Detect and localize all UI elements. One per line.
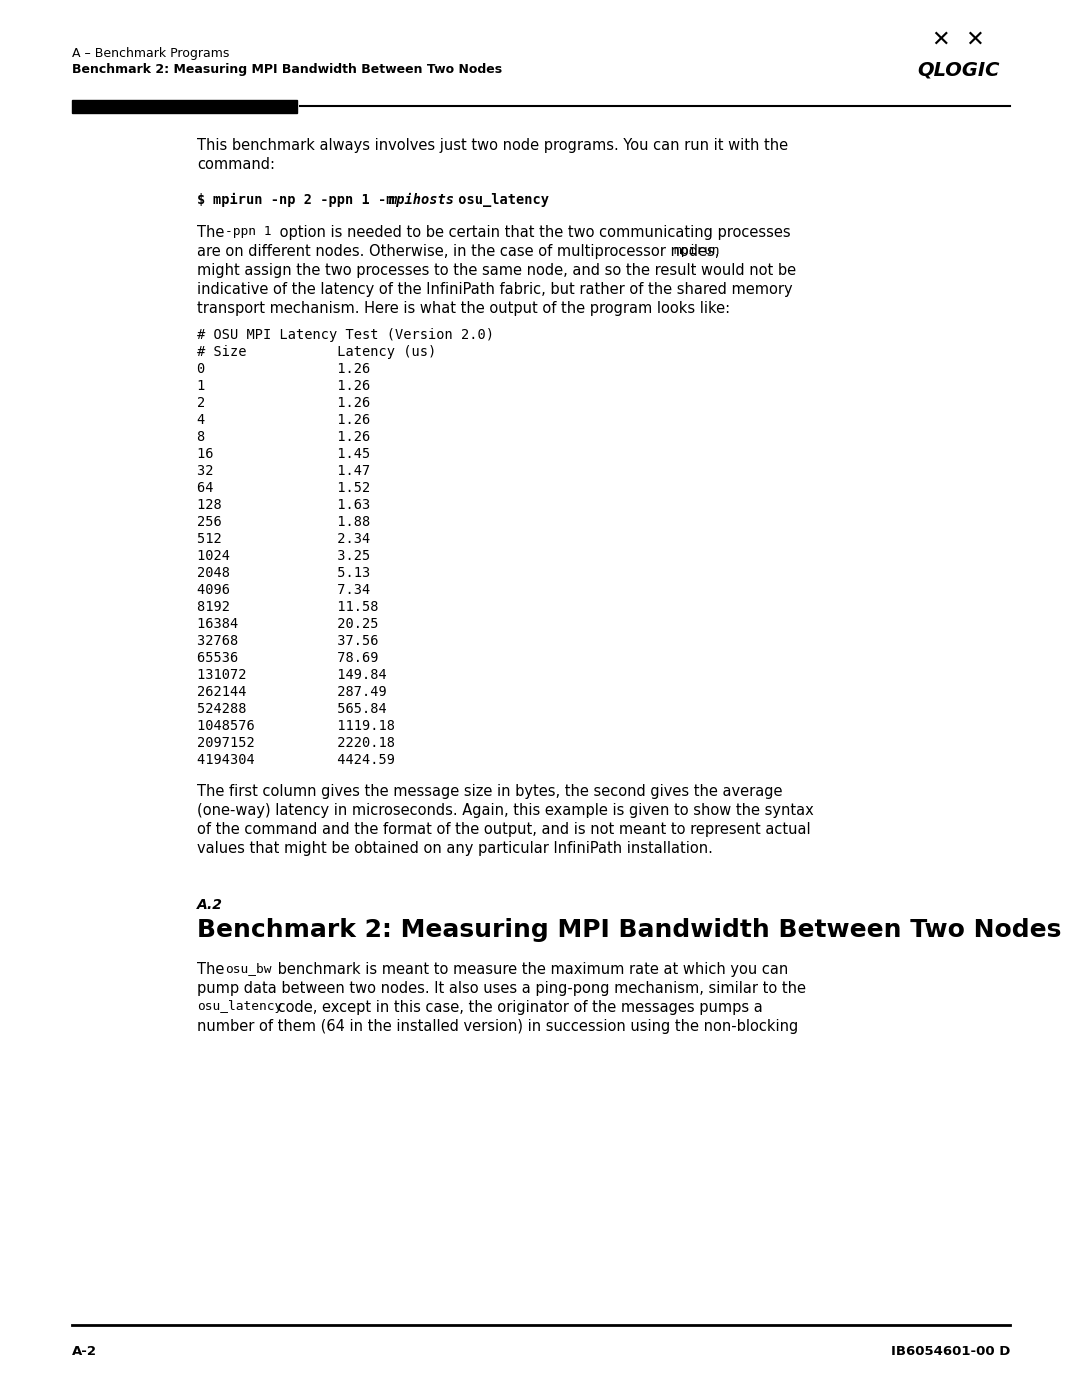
Text: QLOGIC: QLOGIC <box>917 60 999 80</box>
Text: The: The <box>197 963 229 977</box>
Text: # Size           Latency (us): # Size Latency (us) <box>197 345 436 359</box>
Text: 8                1.26: 8 1.26 <box>197 430 370 444</box>
Text: transport mechanism. Here is what the output of the program looks like:: transport mechanism. Here is what the ou… <box>197 300 730 316</box>
Text: 4                1.26: 4 1.26 <box>197 414 370 427</box>
Text: are on different nodes. Otherwise, in the case of multiprocessor nodes,: are on different nodes. Otherwise, in th… <box>197 244 724 258</box>
Text: osu_latency: osu_latency <box>450 193 549 207</box>
Text: mpirun -np 2 -ppn 1 -m: mpirun -np 2 -ppn 1 -m <box>213 193 403 207</box>
Text: 524288           565.84: 524288 565.84 <box>197 703 387 717</box>
Text: 262144           287.49: 262144 287.49 <box>197 685 387 698</box>
Text: osu_latency: osu_latency <box>197 1000 282 1013</box>
Text: 65536            78.69: 65536 78.69 <box>197 651 378 665</box>
Text: (one-way) latency in microseconds. Again, this example is given to show the synt: (one-way) latency in microseconds. Again… <box>197 803 813 819</box>
Text: 32               1.47: 32 1.47 <box>197 464 370 478</box>
Text: 512              2.34: 512 2.34 <box>197 532 370 546</box>
Bar <box>72 101 297 113</box>
Text: 4194304          4424.59: 4194304 4424.59 <box>197 753 395 767</box>
Text: 1048576          1119.18: 1048576 1119.18 <box>197 719 395 733</box>
Text: Benchmark 2: Measuring MPI Bandwidth Between Two Nodes: Benchmark 2: Measuring MPI Bandwidth Bet… <box>197 918 1062 942</box>
Text: mpirun: mpirun <box>673 244 719 257</box>
Text: 2048             5.13: 2048 5.13 <box>197 566 370 580</box>
Text: 256              1.88: 256 1.88 <box>197 515 370 529</box>
Text: A – Benchmark Programs: A – Benchmark Programs <box>72 47 229 60</box>
Text: # OSU MPI Latency Test (Version 2.0): # OSU MPI Latency Test (Version 2.0) <box>197 328 494 342</box>
Text: The first column gives the message size in bytes, the second gives the average: The first column gives the message size … <box>197 784 783 799</box>
Text: option is needed to be certain that the two communicating processes: option is needed to be certain that the … <box>275 225 791 240</box>
Text: might assign the two processes to the same node, and so the result would not be: might assign the two processes to the sa… <box>197 263 796 278</box>
Text: 128              1.63: 128 1.63 <box>197 497 370 511</box>
Text: 2                1.26: 2 1.26 <box>197 395 370 409</box>
Text: 1024             3.25: 1024 3.25 <box>197 549 370 563</box>
Text: -ppn 1: -ppn 1 <box>225 225 271 237</box>
Text: 2097152          2220.18: 2097152 2220.18 <box>197 736 395 750</box>
Text: benchmark is meant to measure the maximum rate at which you can: benchmark is meant to measure the maximu… <box>273 963 788 977</box>
Text: A-2: A-2 <box>72 1345 97 1358</box>
Text: Benchmark 2: Measuring MPI Bandwidth Between Two Nodes: Benchmark 2: Measuring MPI Bandwidth Bet… <box>72 63 502 75</box>
Text: 131072           149.84: 131072 149.84 <box>197 668 387 682</box>
Text: command:: command: <box>197 156 275 172</box>
Text: 0                1.26: 0 1.26 <box>197 362 370 376</box>
Text: 16384            20.25: 16384 20.25 <box>197 617 378 631</box>
Text: 16               1.45: 16 1.45 <box>197 447 370 461</box>
Text: 8192             11.58: 8192 11.58 <box>197 599 378 615</box>
Text: The: The <box>197 225 229 240</box>
Text: 32768            37.56: 32768 37.56 <box>197 634 378 648</box>
Text: 1                1.26: 1 1.26 <box>197 379 370 393</box>
Text: IB6054601-00 D: IB6054601-00 D <box>891 1345 1010 1358</box>
Text: code, except in this case, the originator of the messages pumps a: code, except in this case, the originato… <box>273 1000 762 1016</box>
Text: A.2: A.2 <box>197 898 222 912</box>
Text: This benchmark always involves just two node programs. You can run it with the: This benchmark always involves just two … <box>197 138 788 154</box>
Text: pump data between two nodes. It also uses a ping-pong mechanism, similar to the: pump data between two nodes. It also use… <box>197 981 806 996</box>
Text: mpihosts: mpihosts <box>388 193 454 207</box>
Text: values that might be obtained on any particular InfiniPath installation.: values that might be obtained on any par… <box>197 841 713 856</box>
Text: ✕  ✕: ✕ ✕ <box>932 29 984 50</box>
Text: $: $ <box>197 193 214 207</box>
Text: osu_bw: osu_bw <box>225 963 271 975</box>
Text: number of them (64 in the installed version) in succession using the non-blockin: number of them (64 in the installed vers… <box>197 1018 798 1034</box>
Text: indicative of the latency of the InfiniPath fabric, but rather of the shared mem: indicative of the latency of the InfiniP… <box>197 282 793 298</box>
Text: 4096             7.34: 4096 7.34 <box>197 583 370 597</box>
Text: 64               1.52: 64 1.52 <box>197 481 370 495</box>
Text: of the command and the format of the output, and is not meant to represent actua: of the command and the format of the out… <box>197 821 811 837</box>
